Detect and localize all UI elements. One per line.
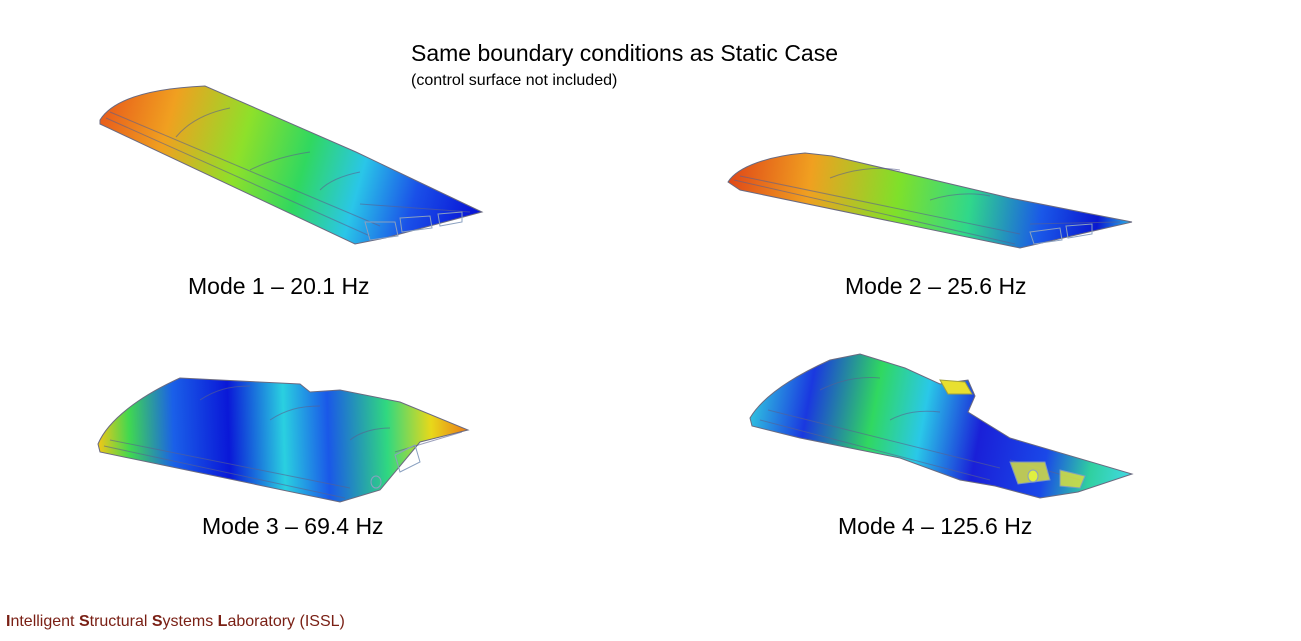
footer-word-systems: ystems (162, 613, 218, 630)
mode-4-caption: Mode 4 – 125.6 Hz (838, 513, 1033, 539)
mode-2-caption: Mode 2 – 25.6 Hz (845, 273, 1027, 299)
page-subtitle: (control surface not included) (411, 72, 618, 89)
footer-initial-s1: S (78, 613, 90, 630)
footer-word-structural: tructural (89, 613, 152, 630)
footer-initial-i: I (6, 613, 11, 630)
mode-3-caption: Mode 3 – 69.4 Hz (202, 513, 384, 539)
footer-word-intelligent: ntelligent (10, 613, 79, 630)
footer-initial-l: L (217, 613, 228, 630)
footer-word-laboratory: aboratory (ISSL) (227, 613, 345, 630)
lab-name-footer: Intelligent Structural Systems Laborator… (6, 613, 345, 631)
mode-1-caption: Mode 1 – 20.1 Hz (188, 273, 370, 299)
page-title: Same boundary conditions as Static Case (411, 40, 839, 66)
footer-initial-s2: S (151, 613, 163, 630)
